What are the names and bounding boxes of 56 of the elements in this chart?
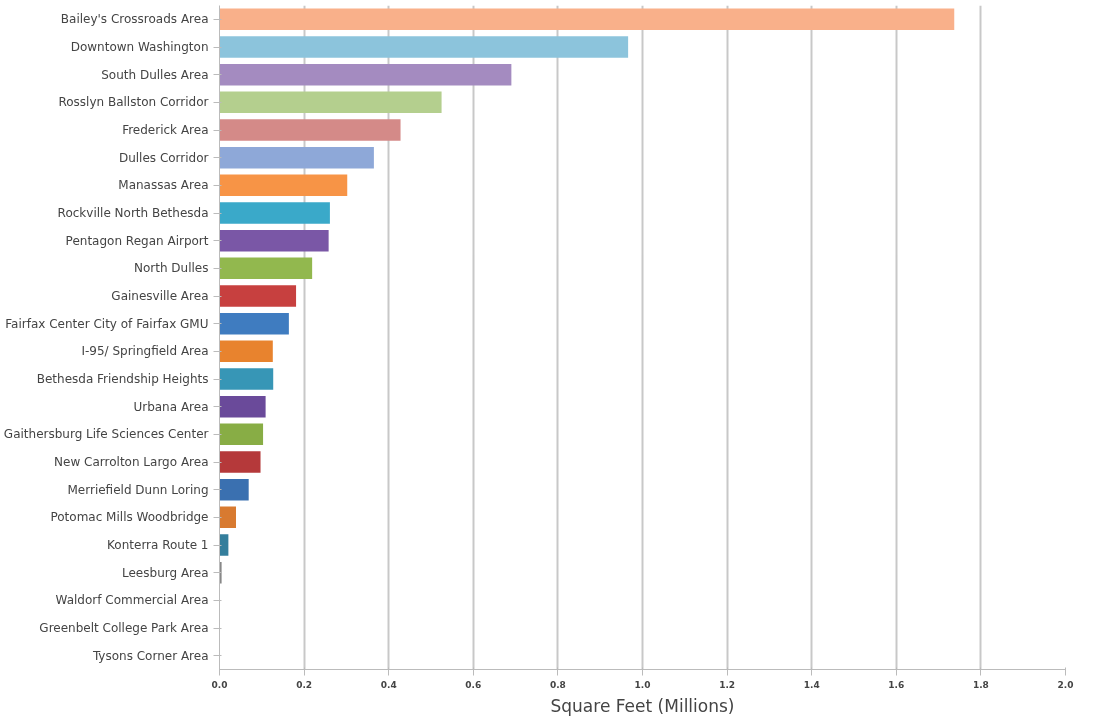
- bar: [219, 285, 297, 307]
- bar: [219, 257, 313, 280]
- y-tick-label: Tysons Corner Area: [91, 648, 209, 663]
- x-tick-label: 0.8: [549, 679, 566, 690]
- bar: [219, 423, 264, 446]
- x-tick-label: 0.0: [211, 679, 228, 690]
- y-tick-label: South Dulles Area: [101, 67, 209, 82]
- x-axis-title: Square Feet (Millions): [550, 695, 735, 716]
- bar: [219, 202, 330, 224]
- x-tick-label: 0.4: [380, 679, 397, 690]
- bar: [219, 395, 266, 418]
- y-tick-label: Fairfax Center City of Fairfax GMU: [5, 316, 209, 331]
- x-tick-label: 0.2: [296, 679, 313, 690]
- y-tick-label: Merriefield Dunn Loring: [67, 482, 209, 497]
- x-tick-label: 1.4: [803, 679, 820, 690]
- bar: [219, 478, 249, 501]
- y-tick-label: Greenbelt College Park Area: [39, 621, 209, 635]
- y-tick-label: Urbana Area: [133, 399, 209, 414]
- x-tick-label: 1.2: [719, 679, 736, 690]
- x-tick-label: 0.6: [465, 679, 482, 690]
- y-tick-label: Rockville North Bethesda: [57, 206, 209, 220]
- x-tick-label: 1.8: [972, 679, 989, 690]
- bar: [219, 119, 401, 141]
- bar: [219, 312, 289, 335]
- y-tick-label: Bethesda Friendship Heights: [36, 372, 209, 386]
- y-tick-label: Potomac Mills Woodbridge: [50, 510, 209, 525]
- y-tick-label: North Dulles: [133, 261, 209, 276]
- y-tick-label: Bailey's Crossroads Area: [60, 12, 209, 27]
- bar: [219, 36, 629, 58]
- y-tick-label: Leesburg Area: [122, 565, 209, 580]
- bar: [219, 506, 236, 529]
- bar: [219, 8, 955, 31]
- y-tick-label: Manassas Area: [118, 178, 209, 193]
- y-tick-label: Waldorf Commercial Area: [55, 593, 209, 608]
- y-tick-label: Gaithersburg Life Sciences Center: [3, 427, 209, 442]
- bar: [219, 340, 273, 363]
- y-tick-label: Frederick Area: [122, 123, 209, 137]
- bar: [219, 146, 374, 169]
- bar: [219, 63, 512, 86]
- bar: [219, 174, 348, 197]
- bar: [219, 534, 229, 556]
- y-tick-label: I-95/ Springfield Area: [81, 344, 209, 359]
- bar: [219, 368, 274, 390]
- y-tick-label: New Carrolton Largo Area: [54, 455, 209, 469]
- bar: [219, 229, 329, 252]
- y-tick-label: Pentagon Regan Airport: [65, 233, 209, 248]
- y-tick-label: Konterra Route 1: [107, 538, 209, 552]
- x-tick-label: 2.0: [1057, 679, 1074, 690]
- bar: [219, 91, 442, 114]
- y-tick-label: Dulles Corridor: [118, 150, 209, 165]
- x-tick-label: 1.6: [888, 679, 905, 690]
- y-tick-label: Downtown Washington: [70, 40, 209, 54]
- bar: [219, 451, 261, 473]
- y-tick-label: Rosslyn Ballston Corridor: [58, 95, 209, 110]
- y-tick-label: Gainesville Area: [111, 289, 209, 303]
- x-tick-label: 1.0: [634, 679, 651, 690]
